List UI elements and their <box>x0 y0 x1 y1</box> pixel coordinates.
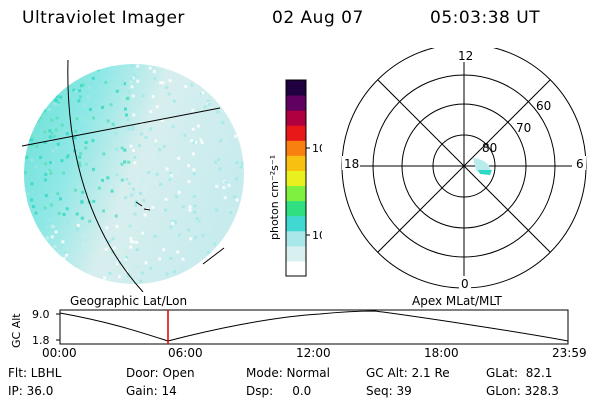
timeline-xtick-2359: 23:59 <box>552 346 587 360</box>
colorbar-swatch <box>286 185 306 202</box>
gain-value: Gain: 14 <box>126 384 177 398</box>
colorbar-swatch <box>286 245 306 262</box>
polar-plot: 12 18 6 0 60 70 80 <box>341 48 587 291</box>
colorbar-swatch <box>286 155 306 171</box>
colorbar-unit-label: photon cm⁻²s⁻¹ <box>268 155 281 240</box>
colorbar-swatch <box>286 215 306 232</box>
timeline-xtick-0600: 06:00 <box>168 346 203 360</box>
polar-caption: Apex MLat/MLT <box>412 294 502 308</box>
seq-value: Seq: 39 <box>366 384 412 398</box>
colorbar-tick-100: 100 <box>312 142 322 155</box>
globe-mark <box>135 201 143 207</box>
timeline-plot: 9.0 1.8 GC Alt 00:00 06:00 12:00 18:00 2… <box>10 308 587 360</box>
timeline-ytick-1.8: 1.8 <box>32 334 50 347</box>
mlt-label-12: 12 <box>458 49 473 63</box>
polar-diagonal <box>377 79 551 253</box>
colorbar: 100 10 photon cm⁻²s⁻¹ <box>262 78 333 278</box>
date-label: 02 Aug 07 <box>272 8 364 28</box>
glon-value: GLon: 328.3 <box>486 384 559 398</box>
colorbar-tick-10: 10 <box>312 229 322 242</box>
globe-mark <box>143 208 151 211</box>
mlat-label-60: 60 <box>536 99 551 113</box>
time-label: 05:03:38 UT <box>430 8 541 28</box>
dsp-value: Dsp: 0.0 <box>246 384 312 398</box>
colorbar-swatch <box>286 140 306 156</box>
colorbar-swatch <box>286 80 306 96</box>
mlt-label-6: 6 <box>576 157 584 171</box>
mlat-label-70: 70 <box>516 121 531 135</box>
filter-value: Flt: LBHL <box>8 366 62 380</box>
timeline-ytick-9: 9.0 <box>32 308 50 321</box>
instrument-title: Ultraviolet Imager <box>22 8 185 28</box>
mode-value: Mode: Normal <box>246 366 330 380</box>
altitude-curve <box>59 310 569 342</box>
timeline-xtick-1800: 18:00 <box>424 346 459 360</box>
globe-edge-line <box>202 247 225 265</box>
colorbar-swatch <box>286 200 306 217</box>
aurora-patch-bright <box>478 170 492 175</box>
colorbar-swatch <box>286 260 306 277</box>
colorbar-swatch <box>286 95 306 111</box>
mlt-label-18: 18 <box>344 157 359 171</box>
globe-meridian-line <box>67 59 144 292</box>
mlat-label-80: 80 <box>482 141 497 155</box>
colorbar-swatch <box>286 230 306 247</box>
colorbar-swatch <box>286 125 306 141</box>
colorbar-swatch <box>286 170 306 187</box>
globe-image <box>21 59 244 292</box>
glat-value: GLat: 82.1 <box>486 366 553 380</box>
mlt-label-0: 0 <box>461 277 469 291</box>
ip-value: IP: 36.0 <box>8 384 54 398</box>
colorbar-swatches <box>286 80 306 277</box>
aurora-patch <box>473 158 491 174</box>
timeline-xtick-0000: 00:00 <box>42 346 77 360</box>
globe-latitude-line <box>21 107 221 147</box>
timeline-xtick-1200: 12:00 <box>296 346 331 360</box>
timeline-y-title: GC Alt <box>10 313 23 348</box>
timeline-frame <box>59 309 569 345</box>
door-value: Door: Open <box>126 366 195 380</box>
gc-alt-value: GC Alt: 2.1 Re <box>366 366 450 380</box>
colorbar-swatch <box>286 110 306 126</box>
globe-caption: Geographic Lat/Lon <box>70 294 188 308</box>
